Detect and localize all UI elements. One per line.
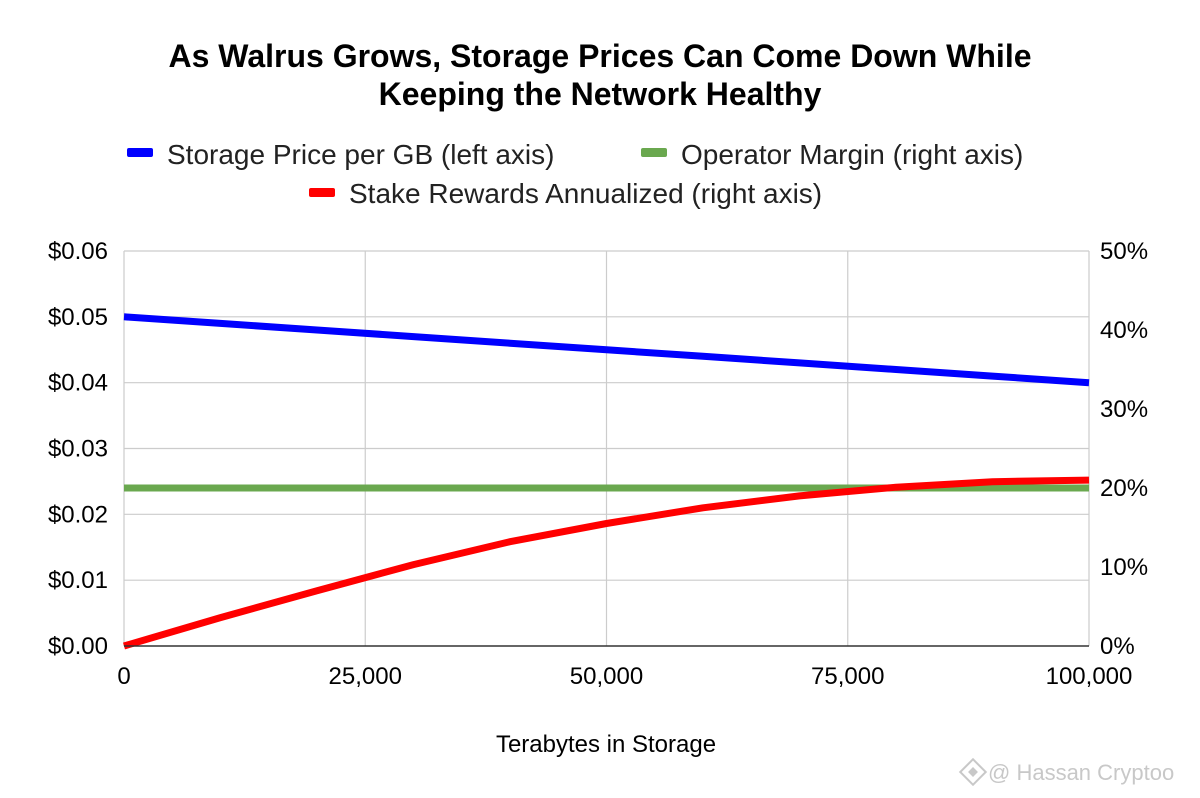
legend-swatch-storage-price [127, 148, 153, 157]
x-axis-label: Terabytes in Storage [496, 731, 716, 758]
y-left-tick-label: $0.00 [48, 633, 108, 660]
y-left-tick-label: $0.04 [48, 370, 108, 397]
series-line-storage-price[interactable] [123, 313, 1090, 387]
y-left-tick-label: $0.05 [48, 304, 108, 331]
y-right-tick-label: 30% [1100, 396, 1148, 423]
y-right-tick-label: 50% [1100, 238, 1148, 265]
legend-swatch-stake-rewards [309, 188, 335, 197]
y-right-tick-label: 20% [1100, 475, 1148, 502]
diamond-logo-icon [958, 757, 988, 787]
legend-label-stake-rewards: Stake Rewards Annualized (right axis) [349, 178, 822, 209]
grid [123, 250, 1090, 646]
y-right-tick-label: 0% [1100, 633, 1135, 660]
x-tick-label: 50,000 [570, 663, 643, 690]
x-tick-label: 100,000 [1046, 663, 1133, 690]
series-lines [123, 313, 1090, 650]
watermark-text: @ Hassan Cryptoo [988, 760, 1174, 785]
chart-title-line-1: As Walrus Grows, Storage Prices Can Come… [169, 38, 1032, 74]
legend-label-operator-margin: Operator Margin (right axis) [681, 139, 1023, 170]
y-left-tick-label: $0.06 [48, 238, 108, 265]
legend-label-storage-price: Storage Price per GB (left axis) [167, 139, 554, 170]
x-tick-label: 75,000 [811, 663, 884, 690]
x-tick-label: 25,000 [329, 663, 402, 690]
legend: Storage Price per GB (left axis) Operato… [127, 139, 1023, 209]
y-left-tick-label: $0.02 [48, 501, 108, 528]
y-left-tick-label: $0.03 [48, 436, 108, 463]
legend-swatch-operator-margin [641, 148, 667, 157]
tick-labels: $0.00 $0.01 $0.02 $0.03 $0.04 $0.05 $0.06 0% 10%… [48, 238, 1148, 690]
series-line-stake-rewards[interactable] [123, 476, 1090, 650]
y-right-tick-label: 40% [1100, 317, 1148, 344]
legend-item-storage-price[interactable]: Storage Price per GB (left axis) [127, 139, 554, 170]
y-left-tick-label: $0.01 [48, 567, 108, 594]
y-right-tick-label: 10% [1100, 554, 1148, 581]
legend-item-operator-margin[interactable]: Operator Margin (right axis) [641, 139, 1023, 170]
chart-title-line-2: Keeping the Network Healthy [379, 76, 822, 112]
legend-item-stake-rewards[interactable]: Stake Rewards Annualized (right axis) [309, 178, 822, 209]
x-tick-label: 0 [117, 663, 130, 690]
watermark: @ Hassan Cryptoo [958, 757, 1174, 787]
